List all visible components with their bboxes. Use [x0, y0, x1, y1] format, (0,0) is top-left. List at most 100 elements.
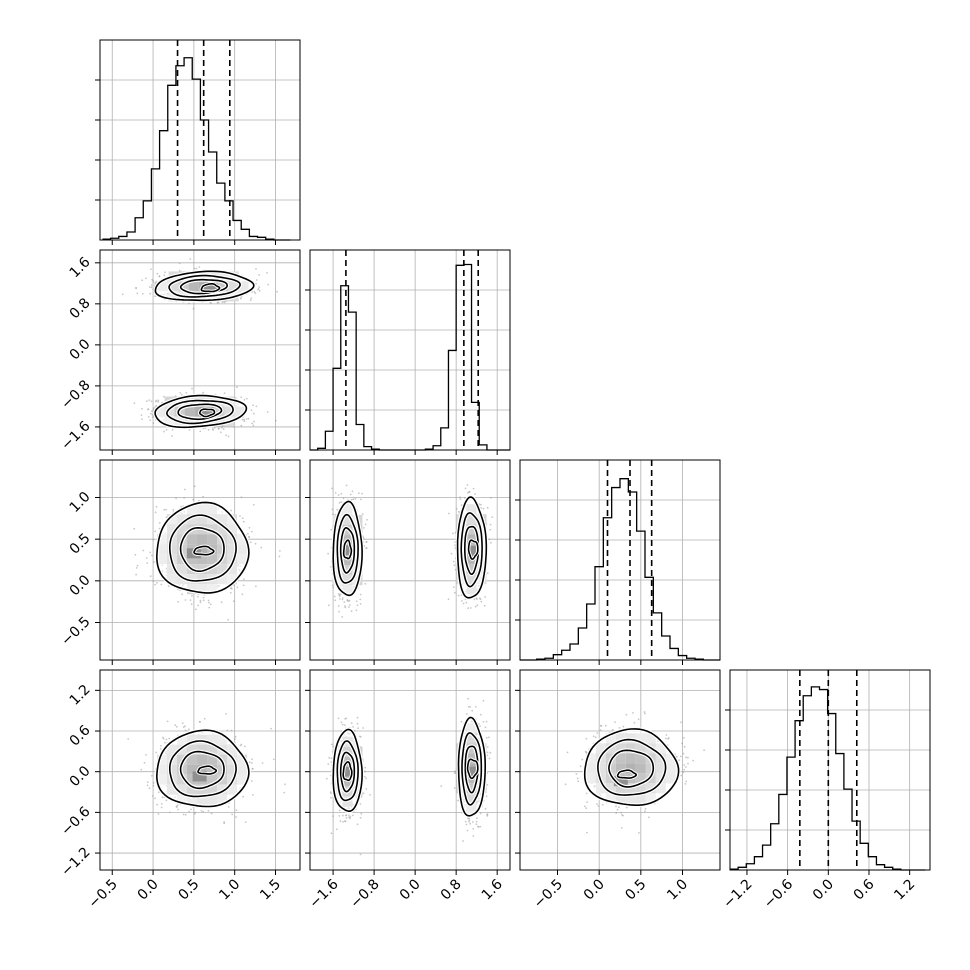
scatter-point — [474, 705, 477, 708]
scatter-point — [249, 299, 252, 302]
scatter-point — [192, 307, 195, 310]
scatter-point — [276, 290, 278, 293]
scatter-point — [330, 796, 332, 799]
contour-line-1 — [597, 738, 667, 796]
scatter-point — [643, 711, 646, 713]
scatter-point — [331, 508, 334, 511]
scatter-point — [366, 518, 368, 521]
scatter-point — [252, 424, 255, 427]
scatter-point — [584, 750, 587, 753]
scatter-point — [266, 271, 268, 274]
scatter-point — [202, 596, 205, 599]
scatter-point — [188, 302, 190, 305]
scatter-point — [484, 596, 487, 598]
scatter-point — [251, 530, 253, 533]
scatter-point — [184, 813, 187, 816]
scatter-point — [261, 762, 264, 764]
scatter-point — [207, 599, 210, 602]
contour-panel-0-2: −0.5 0.0 0.5 1.0 — [58, 459, 301, 665]
scatter-point — [193, 267, 196, 270]
scatter-point — [160, 806, 163, 809]
scatter-point — [160, 583, 163, 586]
scatter-point — [252, 404, 255, 407]
contour-line-inner — [466, 758, 479, 780]
scatter-point — [682, 752, 685, 755]
contour-line-inner — [197, 765, 218, 775]
panel-frame — [99, 39, 301, 241]
x-tick-label-3: 1.0 — [216, 876, 243, 903]
scatter-point — [330, 743, 333, 746]
scatter-point — [337, 593, 340, 595]
scatter-point — [197, 604, 200, 607]
scatter-point — [687, 762, 689, 765]
scatter-point — [347, 600, 350, 602]
scatter-point — [188, 429, 191, 431]
scatter-point — [454, 770, 457, 773]
scatter-point — [467, 705, 470, 708]
scatter-point — [149, 292, 152, 295]
scatter-point — [213, 426, 216, 429]
scatter-point — [450, 552, 453, 555]
scatter-point — [362, 727, 365, 729]
scatter-point — [217, 428, 220, 430]
scatter-point — [248, 535, 250, 538]
scatter-point — [241, 418, 244, 421]
scatter-point — [154, 295, 157, 298]
contour-line-1 — [169, 740, 237, 798]
scatter-point — [337, 605, 340, 607]
scatter-point — [258, 274, 260, 276]
scatter-point — [136, 292, 139, 295]
panel-content — [327, 484, 494, 618]
scatter-point — [243, 418, 246, 421]
contour-line-inner — [342, 539, 353, 560]
scatter-point — [178, 269, 181, 272]
scatter-point — [638, 832, 640, 834]
scatter-point — [339, 593, 342, 596]
scatter-point — [227, 806, 230, 808]
scatter-point — [361, 492, 363, 495]
scatter-point — [190, 808, 192, 811]
scatter-point — [152, 281, 155, 284]
scatter-point — [469, 607, 472, 609]
scatter-point — [338, 610, 340, 613]
scatter-point — [483, 604, 486, 607]
scatter-point — [486, 784, 489, 786]
scatter-point — [363, 527, 365, 529]
scatter-point — [199, 430, 202, 433]
scatter-point — [648, 816, 650, 819]
scatter-point — [258, 290, 261, 292]
scatter-point — [147, 416, 150, 418]
scatter-point — [454, 531, 457, 534]
scatter-point — [577, 780, 580, 783]
contour-line-0 — [457, 716, 486, 817]
scatter-point — [365, 547, 368, 549]
scatter-point — [352, 814, 354, 817]
scatter-point — [230, 509, 233, 512]
scatter-point — [365, 777, 367, 780]
histogram-panel-3: −1.2 −0.6 0.0 0.6 1.2 — [720, 669, 931, 912]
scatter-point — [202, 810, 205, 813]
panel-frame — [519, 459, 721, 661]
scatter-point — [208, 606, 211, 609]
scatter-point — [345, 484, 348, 487]
scatter-point — [191, 387, 193, 390]
scatter-point — [275, 419, 277, 422]
scatter-point — [476, 604, 479, 607]
scatter-point — [327, 763, 330, 765]
scatter-point — [330, 528, 333, 531]
scatter-point — [338, 809, 341, 812]
scatter-point — [358, 735, 361, 738]
y-tick-label-1: −0.6 — [58, 804, 93, 839]
scatter-point — [357, 492, 360, 495]
histogram-step-line — [730, 686, 926, 871]
x-tick-label-1: 0.0 — [135, 876, 162, 903]
scatter-point — [141, 407, 143, 410]
scatter-point — [330, 832, 333, 835]
scatter-point — [337, 717, 340, 720]
scatter-point — [622, 725, 625, 728]
scatter-point — [356, 604, 359, 607]
scatter-point — [678, 759, 681, 761]
x-tick-label-3: 0.8 — [438, 876, 465, 903]
y-tick-label-0: −1.2 — [58, 844, 93, 879]
scatter-point — [452, 532, 454, 535]
